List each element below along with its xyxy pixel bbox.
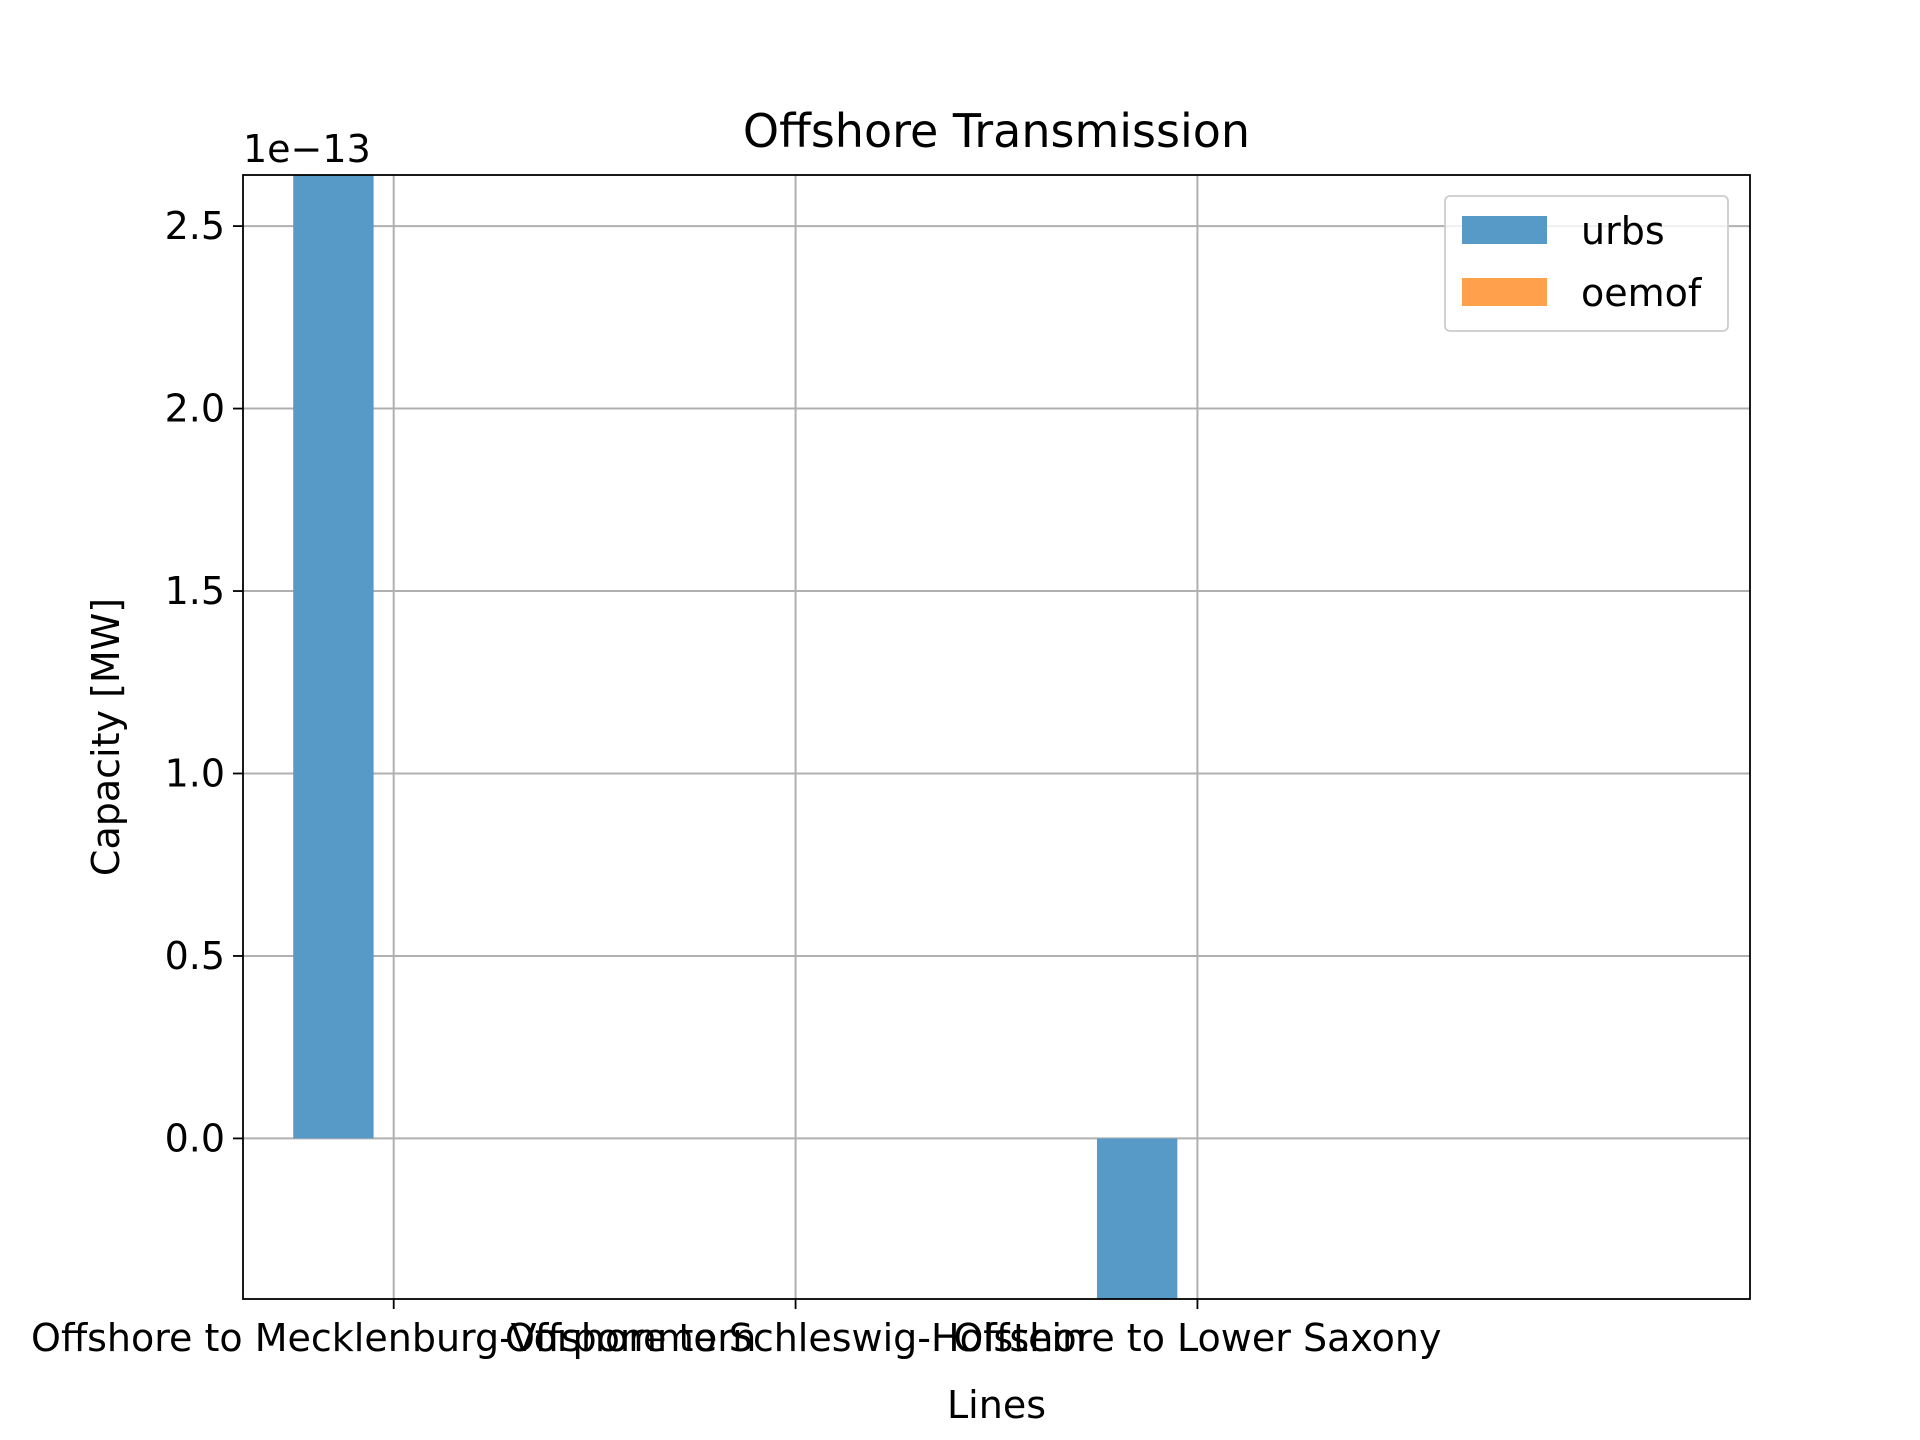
offset-text: 1e−13 [243, 127, 371, 171]
bars [293, 175, 1178, 1299]
plot-frame [242, 174, 1751, 1300]
bar-urbs-0 [293, 175, 374, 1139]
grid [243, 175, 1750, 1299]
bar-urbs-2 [1096, 1138, 1178, 1299]
chart-title: Offshore Transmission [743, 104, 1250, 158]
legend-label-oemof: oemof [1581, 271, 1703, 315]
y-tick-label: 2.0 [165, 387, 225, 431]
y-axis-label: Capacity [MW] [84, 598, 128, 876]
legend-swatch-oemof [1462, 278, 1547, 306]
y-tick-label: 1.5 [165, 569, 225, 613]
x-axis-label: Lines [947, 1383, 1046, 1427]
legend-label-urbs: urbs [1581, 209, 1665, 253]
x-tick-label: Offshore to Schleswig-Holstein [505, 1316, 1086, 1360]
y-tick-label: 2.5 [165, 204, 225, 248]
y-tick-label: 0.0 [165, 1116, 225, 1160]
legend-swatch-urbs [1462, 216, 1547, 244]
y-tick-label: 0.5 [165, 934, 225, 978]
x-tick-label: Offshore to Lower Saxony [953, 1316, 1441, 1360]
ticks: 0.0 0.5 1.0 1.5 2.0 2.5 Offshore to Mecklenbur… [31, 204, 1441, 1360]
y-tick-label: 1.0 [165, 751, 225, 795]
legend: urbs oemof [1444, 195, 1729, 332]
x-tick-label: Offshore to Mecklenburg-Vorpommern [31, 1316, 756, 1360]
